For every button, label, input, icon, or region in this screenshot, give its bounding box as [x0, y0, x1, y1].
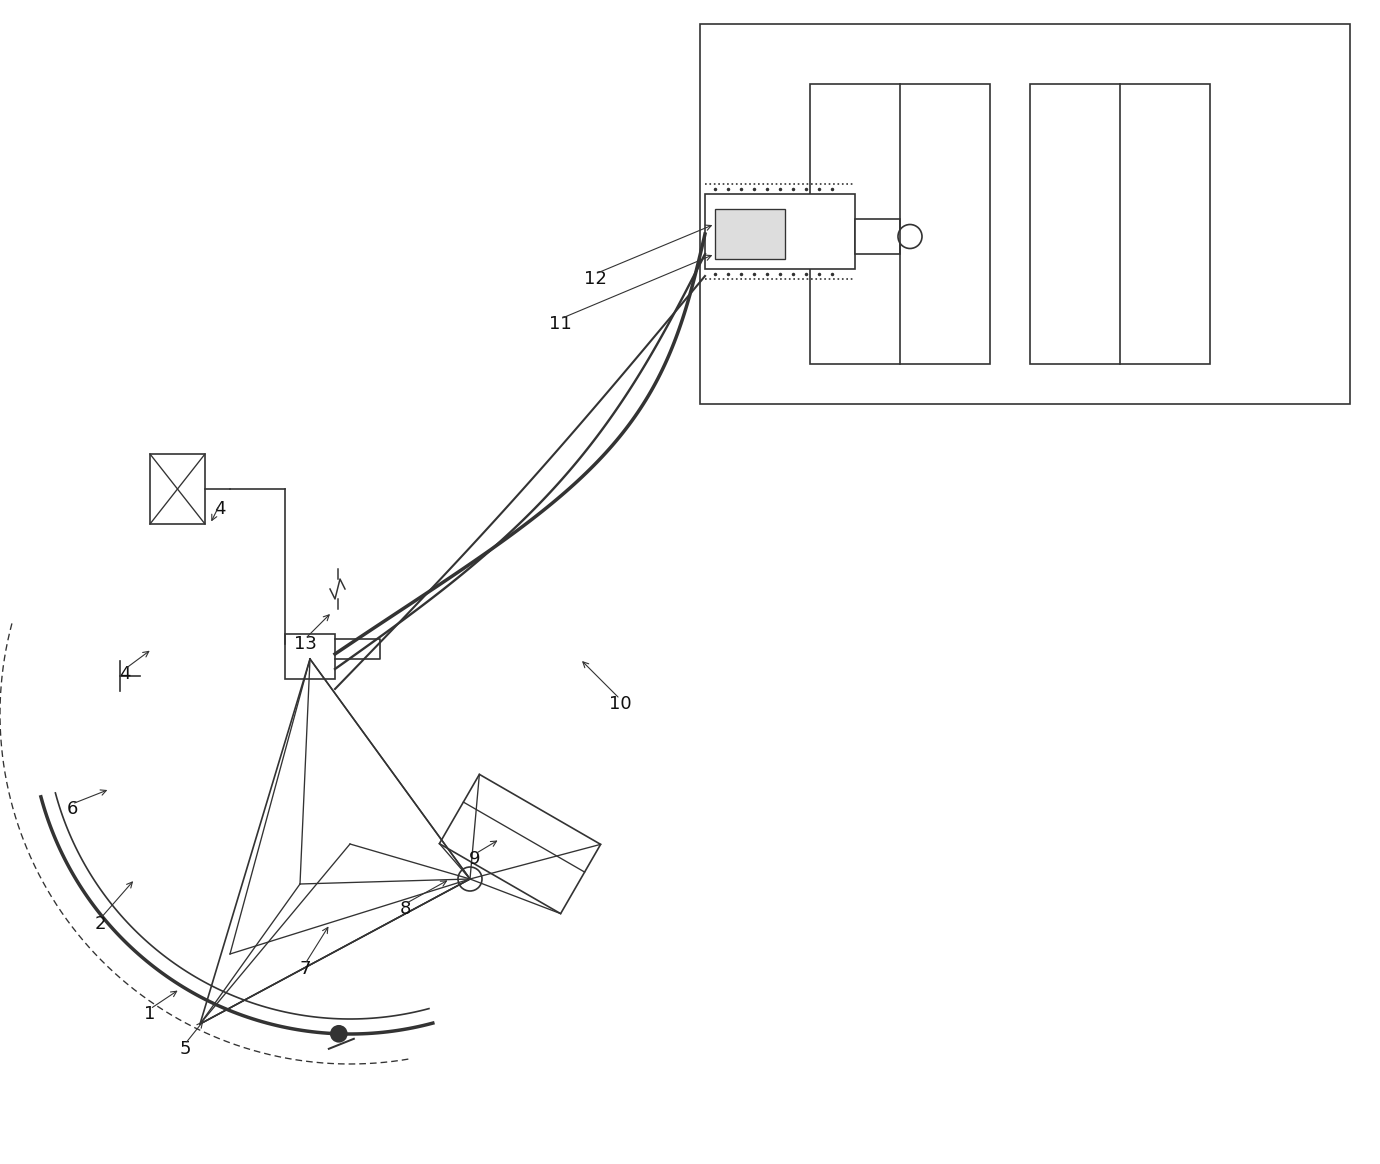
Text: 11: 11	[549, 315, 571, 333]
Bar	[286, 634, 335, 679]
Bar	[1029, 84, 1210, 364]
Text: 12: 12	[584, 270, 606, 288]
Bar	[705, 194, 856, 269]
Text: 5: 5	[179, 1039, 190, 1058]
Circle shape	[898, 225, 922, 248]
Text: 4: 4	[214, 501, 226, 518]
Text: 9: 9	[469, 850, 480, 868]
Bar	[715, 210, 785, 260]
Bar	[700, 24, 1350, 404]
Circle shape	[331, 1025, 346, 1042]
Text: 1: 1	[145, 1005, 156, 1023]
Text: 2: 2	[94, 915, 106, 934]
Text: 4: 4	[119, 665, 131, 683]
Polygon shape	[439, 774, 600, 914]
Text: 13: 13	[294, 636, 316, 653]
Bar	[150, 454, 206, 524]
Bar	[856, 219, 900, 254]
Text: 6: 6	[66, 800, 77, 818]
Circle shape	[458, 867, 482, 890]
Text: 10: 10	[609, 695, 631, 714]
Bar	[810, 84, 989, 364]
Text: 8: 8	[399, 900, 411, 918]
Text: 7: 7	[299, 960, 310, 978]
